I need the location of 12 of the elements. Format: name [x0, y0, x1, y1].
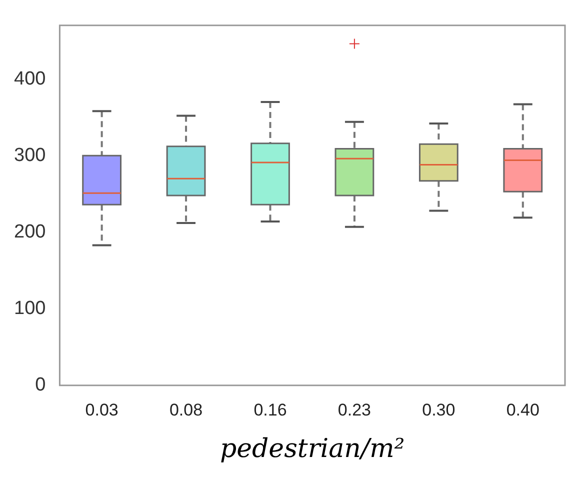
x-tick-label: 0.40: [506, 400, 540, 420]
y-tick-label: 100: [14, 298, 46, 320]
y-tick-label: 200: [14, 221, 46, 242]
x-tick-label: 0.23: [338, 400, 372, 420]
x-tick-label: 0.30: [422, 400, 456, 420]
x-tick-label: 0.08: [169, 400, 203, 420]
y-tick-label: 300: [14, 144, 46, 166]
y-tick-label: 0: [35, 374, 46, 396]
x-tick-label: 0.16: [254, 400, 287, 420]
y-tick-label: 400: [14, 68, 46, 90]
x-tick-label: 0.03: [85, 400, 118, 420]
x-axis-title: pedestrian/m²: [220, 434, 405, 464]
